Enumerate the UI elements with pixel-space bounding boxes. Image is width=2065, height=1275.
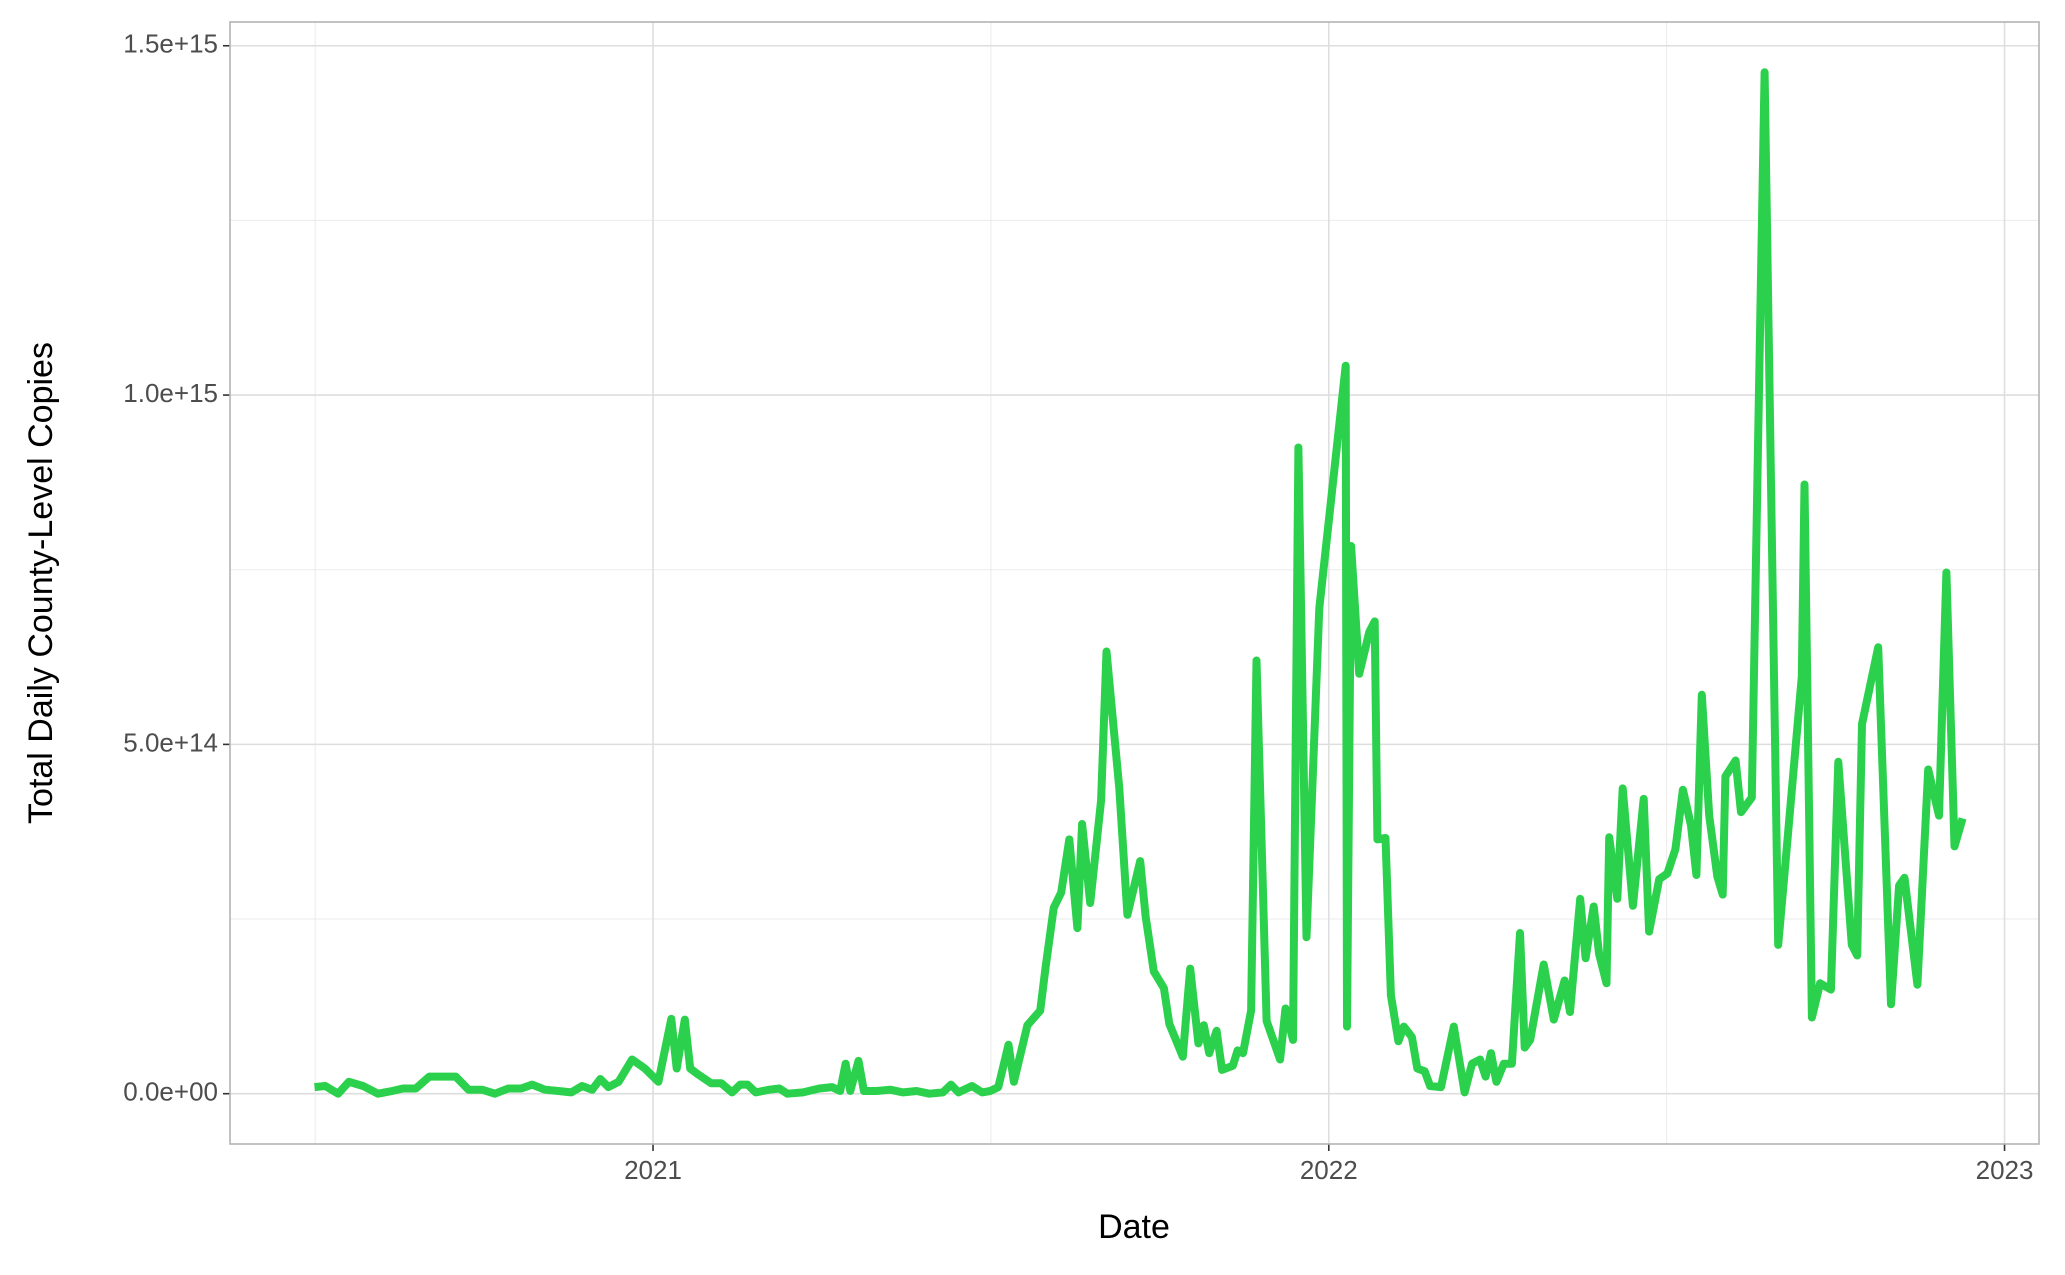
y-tick-label: 1.5e+15: [123, 29, 218, 59]
x-axis-title: Date: [1098, 1208, 1170, 1246]
plot-border: [229, 21, 2040, 1145]
y-tick-label: 0.0e+00: [123, 1077, 218, 1107]
y-axis-title: Total Daily County-Level Copies: [22, 342, 60, 824]
x-tick-label: 2023: [1976, 1155, 2034, 1185]
y-tick-label: 5.0e+14: [123, 727, 218, 757]
x-tick-label: 2021: [624, 1155, 682, 1185]
data-line: [314, 68, 1967, 1098]
x-tick-label: 2022: [1300, 1155, 1358, 1185]
y-tick-label: 1.0e+15: [123, 378, 218, 408]
